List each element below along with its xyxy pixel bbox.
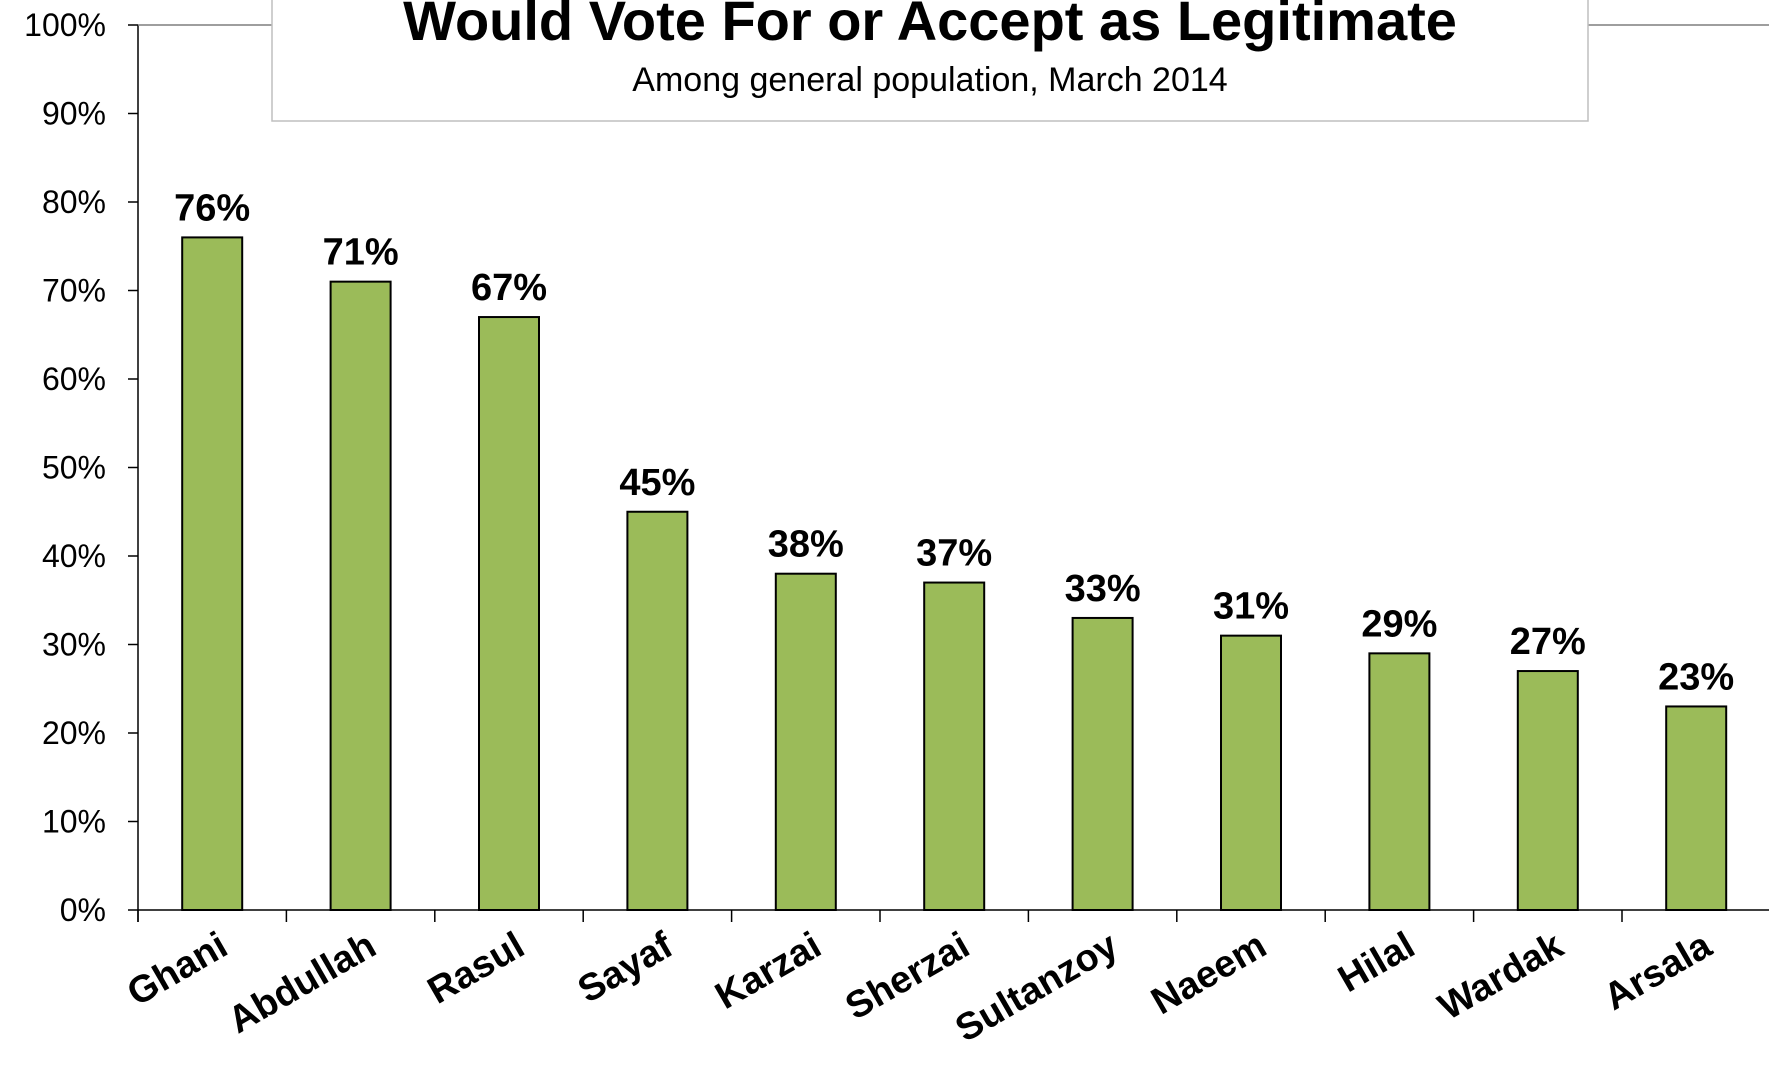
y-tick-label: 30% xyxy=(42,627,106,663)
data-label-karzai: 38% xyxy=(768,524,844,566)
axes: 0% 10% 20% 30% 40% 50% 60% 70% 80% 90% 100% GhaniAb… xyxy=(24,7,1769,1051)
data-label-sultanzoy: 33% xyxy=(1065,568,1141,610)
y-tick-label: 70% xyxy=(42,273,106,309)
data-label-hilal: 29% xyxy=(1361,603,1437,645)
bar-abdullah xyxy=(329,280,392,911)
data-labels: 76% 71% 67% 45% 38% 37% 33% 31% 29% 27% 23% xyxy=(174,187,1734,698)
data-label-rasul: 67% xyxy=(471,267,547,309)
y-tick-label: 60% xyxy=(42,361,106,397)
x-tick-label-abdullah: Abdullah xyxy=(221,924,383,1042)
y-tick-label: 20% xyxy=(42,715,106,751)
y-tick-label: 0% xyxy=(60,892,106,928)
bar-naeem xyxy=(1220,634,1282,912)
bar-sultanzoy xyxy=(1071,616,1134,911)
x-tick-label-ghani: Ghani xyxy=(120,924,234,1014)
data-label-sayaf: 45% xyxy=(619,462,695,504)
chart-title: Would Vote For or Accept as Legitimate xyxy=(403,0,1457,52)
chart-subtitle: Among general population, March 2014 xyxy=(632,61,1227,99)
data-label-abdullah: 71% xyxy=(323,232,399,274)
y-tick-label: 40% xyxy=(42,538,106,574)
bars xyxy=(181,236,1728,912)
data-label-arsala: 23% xyxy=(1658,656,1734,698)
title-box: Would Vote For or Accept as Legitimate A… xyxy=(271,0,1589,122)
x-tick-label-rasul: Rasul xyxy=(421,924,532,1012)
x-tick-label-arsala: Arsala xyxy=(1597,924,1719,1019)
bar-sayaf xyxy=(626,510,689,911)
x-tick-label-karzai: Karzai xyxy=(709,924,829,1017)
y-tick-label: 10% xyxy=(42,804,106,840)
x-tick-label-hilal: Hilal xyxy=(1331,924,1421,1000)
bar-sherzai xyxy=(923,581,986,911)
bar-wardak xyxy=(1516,670,1579,911)
data-label-ghani: 76% xyxy=(174,187,250,229)
x-tick-label-naeem: Naeem xyxy=(1145,924,1274,1023)
bar-ghani xyxy=(181,236,244,911)
data-label-wardak: 27% xyxy=(1510,621,1586,663)
bar-rasul xyxy=(478,316,540,911)
bar-hilal xyxy=(1368,652,1431,911)
bar-arsala xyxy=(1665,705,1728,912)
x-tick-label-sayaf: Sayaf xyxy=(571,924,680,1011)
data-label-sherzai: 37% xyxy=(916,533,992,575)
data-label-naeem: 31% xyxy=(1213,586,1289,628)
y-tick-label: 90% xyxy=(42,96,106,132)
y-tick-label: 50% xyxy=(42,450,106,486)
title-box-frame xyxy=(271,0,1589,122)
y-tick-label: 80% xyxy=(42,184,106,220)
x-tick-label-wardak: Wardak xyxy=(1432,924,1571,1029)
y-tick-label: 100% xyxy=(24,7,106,43)
x-tick-label-sultanzoy: Sultanzoy xyxy=(949,924,1125,1050)
bar-karzai xyxy=(774,572,837,911)
